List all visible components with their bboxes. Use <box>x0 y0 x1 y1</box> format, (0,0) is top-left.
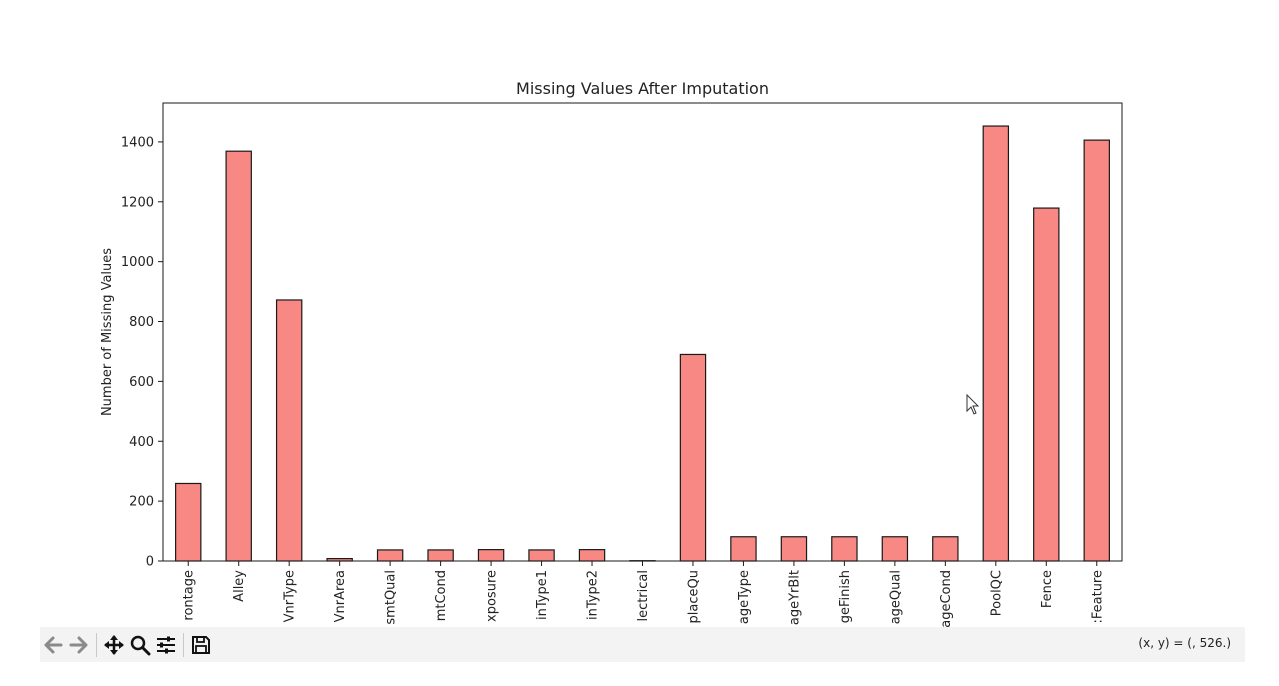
x-tick-label: :Feature <box>1090 570 1105 624</box>
x-tick-label: xposure <box>485 570 500 622</box>
configure-subplots-button[interactable] <box>153 631 179 659</box>
zoom-icon <box>130 635 151 655</box>
zoom-button[interactable] <box>127 631 153 659</box>
y-tick-label: 1200 <box>121 195 154 210</box>
y-tick-label: 400 <box>129 435 154 450</box>
y-tick-label: 800 <box>129 315 154 330</box>
x-tick-label: ageCond <box>939 570 954 627</box>
bar-intype2 <box>578 549 606 562</box>
bar-agecond <box>932 536 959 562</box>
y-axis-title: Number of Missing Values <box>100 248 115 416</box>
bar-feature <box>1083 139 1110 562</box>
save-button[interactable] <box>188 631 214 659</box>
bar-fence <box>1033 207 1060 562</box>
x-tick-label: Alley <box>232 570 247 602</box>
back-icon <box>44 636 63 653</box>
x-tick-label: lectrical <box>636 570 651 622</box>
y-ticks-group: 0 200 400 600 800 1000 1200 1400 <box>121 135 163 570</box>
y-tick-label: 200 <box>129 495 154 510</box>
pan-button[interactable] <box>101 631 127 659</box>
toolbar-separator <box>183 632 184 657</box>
x-tick-label: mtCond <box>434 570 449 621</box>
bar-agequal <box>881 536 909 562</box>
y-tick-label: 1400 <box>121 135 154 150</box>
x-tick-label: inType1 <box>535 570 550 620</box>
bar-agetype <box>730 536 757 562</box>
x-tick-label: VnrType <box>283 570 298 622</box>
bar-vnrtype <box>275 299 303 562</box>
bar-ageyrblt <box>780 536 808 562</box>
bar-intype1 <box>528 549 555 562</box>
plot-frame <box>162 102 1123 562</box>
bar-poolqc <box>982 125 1010 562</box>
chart-title: Missing Values After Imputation <box>516 79 769 98</box>
configure-subplots-icon <box>157 636 175 653</box>
x-tick-label: placeQu <box>686 570 701 623</box>
x-ticks-group: rontage Alley VnrType VnrArea smtQual mtCond x… <box>182 561 1105 627</box>
x-tick-label: ageQual <box>888 570 903 624</box>
x-tick-label: rontage <box>182 570 197 621</box>
x-tick-label: inType2 <box>586 570 601 620</box>
x-tick-label: Fence <box>1040 570 1055 608</box>
bar-xposure <box>477 549 505 562</box>
toolbar-separator <box>96 632 97 657</box>
forward-icon <box>69 636 88 653</box>
pan-icon <box>104 634 124 655</box>
forward-button[interactable] <box>66 631 92 659</box>
y-tick-label: 1000 <box>121 255 154 270</box>
save-icon <box>192 635 210 654</box>
back-button[interactable] <box>40 631 66 659</box>
bar-smtqual <box>376 549 404 562</box>
navigation-toolbar: (x, y) = (, 526.) <box>40 627 1245 662</box>
x-tick-label: smtQual <box>384 570 399 625</box>
bar-rontage <box>175 482 202 562</box>
x-tick-label: PoolQC <box>989 570 1004 616</box>
y-tick-label: 0 <box>146 555 154 570</box>
bar-chart: Missing Values After Imputation Number o… <box>100 79 1123 627</box>
bars-group <box>175 125 1110 562</box>
bar-placequ <box>679 353 707 562</box>
x-tick-label: ageYrBlt <box>787 570 802 625</box>
x-tick-label: geFinish <box>838 570 853 623</box>
bar-gefinish <box>831 536 858 562</box>
x-tick-label: VnrArea <box>333 570 348 622</box>
bar-alley <box>225 150 252 562</box>
bar-mtcond <box>427 549 454 562</box>
x-tick-label: ageType <box>737 570 752 624</box>
y-tick-label: 600 <box>129 375 154 390</box>
coordinate-readout: (x, y) = (, 526.) <box>1138 636 1231 650</box>
